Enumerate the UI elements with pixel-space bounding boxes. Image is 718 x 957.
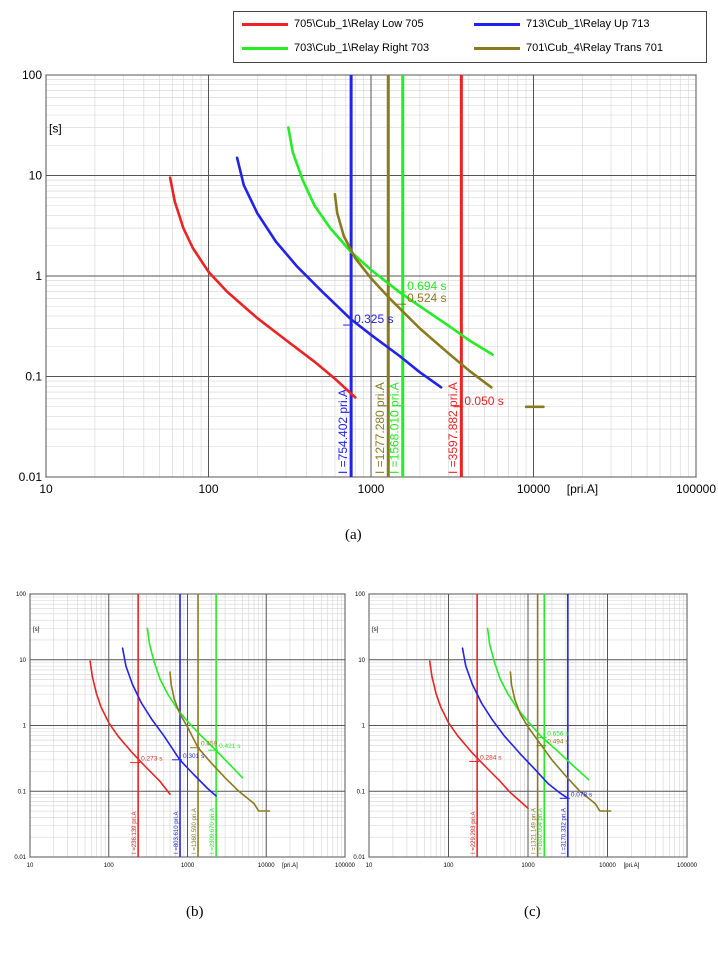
legend-swatch-olive [474,46,520,50]
time-annotation-label: 0.301 s [183,753,205,760]
time-annotation-label: 0.050 s [464,394,503,408]
y-tick-label: 1 [362,724,366,730]
y-tick-label: 10 [358,658,365,664]
time-annotation-label: 0.421 s [219,743,241,750]
relay-curve-olive [594,802,612,812]
current-marker-label: I =1568.010 pri.A [388,382,402,474]
y-tick-label: 1 [23,724,27,730]
y-tick-label: 0.1 [18,789,27,795]
time-annotation-label: 0.656 s [547,731,569,738]
x-tick-label: 100000 [335,863,356,869]
x-tick-label: 10000 [258,863,275,869]
relay-curve-olive [169,671,255,805]
caption-c: (c) [524,904,541,920]
legend-label-701: 701\Cub_4\Relay Trans 701 [526,42,663,54]
legend-label-703: 703\Cub_1\Relay Right 703 [294,42,430,54]
current-marker-label: I =1602.004 pri.A [538,808,544,854]
x-tick-label: 100000 [676,482,716,496]
legend-item-713: 713\Cub_1\Relay Up 713 [474,18,650,30]
relay-curve-olive [253,802,271,812]
relay-curve-olive [333,193,493,389]
current-marker-label: I =236.139 pri.A [132,811,138,854]
y-tick-label: 10 [19,658,26,664]
current-marker-label: I =2309.670 pri.A [210,808,216,854]
x-tick-label: 100000 [677,863,698,869]
y-axis-label: [s] [33,627,40,633]
time-annotation-label: 0.459 [201,741,218,748]
x-tick-label: 1000 [358,482,385,496]
chart-panel-3: 10 100 1000 10000 100000 0.01 0.1 1 10 100 [pri.A]… [353,592,697,869]
chart-panel-1: 10 100 1000 10000 100000 0.01 0.1 1 10 100 [pri.A]… [19,68,717,496]
time-annotation-label: 0.078 s [571,791,593,798]
chart-panel-2: 10 100 1000 10000 100000 0.01 0.1 1 10 100 [pri.A]… [14,592,355,869]
x-axis-label: [pri.A] [282,863,298,869]
current-marker-label: I =1277.280 pri.A [373,382,387,474]
relay-curve-red [428,660,529,810]
legend-swatch-red [242,22,288,26]
y-tick-label: 100 [16,592,27,598]
legend-item-701: 701\Cub_4\Relay Trans 701 [474,42,663,54]
y-tick-label: 1 [35,269,42,283]
legend-item-703: 703\Cub_1\Relay Right 703 [242,42,429,54]
relay-curve-red [89,660,171,796]
current-marker-label: I =3170.332 pri.A [562,808,568,854]
caption-a: (a) [345,527,362,543]
legend-label-713: 713\Cub_1\Relay Up 713 [526,18,650,30]
relay-curve-red [168,176,357,399]
current-marker-label: I =3597.882 pri.A [446,382,460,474]
caption-b: (b) [186,904,204,920]
x-tick-label: 10 [39,482,53,496]
x-tick-label: 100 [198,482,218,496]
y-tick-label: 0.01 [353,855,365,861]
relay-curve-blue [121,647,217,797]
current-marker-label: I =1321.149 pri.A [532,808,538,854]
y-tick-label: 0.1 [25,370,42,384]
y-tick-label: 100 [22,68,42,82]
time-annotation-label: 0.284 s [480,754,502,761]
y-axis-label: [s] [49,121,62,135]
x-tick-label: 10000 [517,482,551,496]
legend: 705\Cub_1\Relay Low 705 713\Cub_1\Relay … [233,11,707,63]
x-tick-label: 10 [27,863,34,869]
relay-curve-blue [235,156,443,389]
time-annotation-label: 0.273 s [141,756,163,763]
x-tick-label: 1000 [181,863,195,869]
current-marker-label: I =803.610 pri.A [174,811,180,854]
y-axis-label: [s] [372,627,379,633]
legend-swatch-blue [474,22,520,26]
legend-label-705: 705\Cub_1\Relay Low 705 [294,18,424,30]
y-tick-label: 100 [355,592,366,598]
time-annotation-label: 0.325 s [354,312,393,326]
x-tick-label: 100 [443,863,454,869]
y-tick-label: 0.01 [14,855,26,861]
legend-swatch-green [242,46,288,50]
current-marker-label: I =754.402 pri.A [336,389,350,474]
y-tick-label: 10 [29,169,43,183]
time-annotation-label: 0.694 s [407,279,446,293]
x-tick-label: 10 [366,863,373,869]
current-marker-label: I =229.293 pri.A [471,811,477,854]
x-tick-label: 100 [104,863,115,869]
x-axis-label: [pri.A] [624,863,640,869]
x-tick-label: 1000 [521,863,535,869]
relay-curve-olive [509,671,597,805]
legend-item-705: 705\Cub_1\Relay Low 705 [242,18,424,30]
x-tick-label: 10000 [599,863,616,869]
x-axis-label: [pri.A] [567,482,598,496]
current-marker-label: I =1360.590 pri.A [192,808,198,854]
time-annotation-label: 0.494 s [547,739,569,746]
y-tick-label: 0.1 [357,789,366,795]
relay-curve-green [286,126,494,356]
time-annotation-label: 0.524 s [407,291,446,305]
relay-curve-blue [461,647,569,800]
y-tick-label: 0.01 [19,470,43,484]
